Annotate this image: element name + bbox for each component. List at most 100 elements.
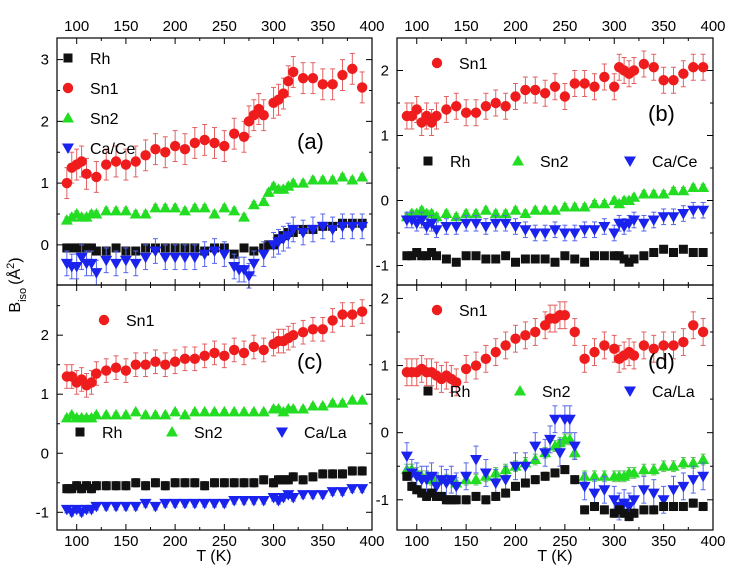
data-point xyxy=(560,251,570,261)
data-point xyxy=(326,487,339,498)
data-point xyxy=(283,475,293,485)
data-point xyxy=(415,215,428,226)
data-point xyxy=(91,171,102,183)
data-point xyxy=(519,225,532,236)
data-point xyxy=(70,504,83,516)
data-point xyxy=(649,505,659,515)
data-point xyxy=(62,243,72,253)
data-point xyxy=(139,408,152,420)
data-point xyxy=(500,340,511,351)
data-point xyxy=(219,478,229,488)
data-point xyxy=(188,498,201,510)
data-point xyxy=(77,484,87,494)
data-point xyxy=(239,478,249,488)
data-point xyxy=(410,471,423,483)
data-point xyxy=(430,481,443,493)
data-point xyxy=(238,211,251,222)
data-point xyxy=(520,478,530,488)
data-point xyxy=(130,359,141,370)
legend-marker xyxy=(63,53,73,63)
data-point xyxy=(510,333,521,344)
data-point xyxy=(306,224,319,236)
data-point xyxy=(540,471,550,481)
data-point xyxy=(619,254,629,264)
data-point xyxy=(356,484,369,495)
data-point xyxy=(120,159,132,170)
data-point xyxy=(405,468,418,479)
data-point xyxy=(529,441,542,453)
data-point xyxy=(287,177,300,188)
data-point xyxy=(422,491,432,501)
series-sn2 xyxy=(60,394,369,423)
panel-label: (d) xyxy=(648,349,675,374)
data-point xyxy=(75,252,88,264)
data-point xyxy=(149,201,162,213)
data-point xyxy=(431,110,442,122)
data-point xyxy=(209,137,220,149)
data-point xyxy=(82,243,92,253)
data-point xyxy=(441,254,451,264)
data-point xyxy=(445,475,458,486)
data-point xyxy=(578,225,591,236)
data-point xyxy=(218,249,231,261)
data-point xyxy=(347,309,358,320)
data-point xyxy=(178,204,191,216)
data-point xyxy=(198,498,211,510)
data-point xyxy=(425,218,438,230)
data-point xyxy=(677,481,690,493)
x-tick-label-top: 150 xyxy=(113,18,138,35)
x-tick-label: 400 xyxy=(700,533,725,550)
data-point xyxy=(624,512,634,522)
x-tick-label: 400 xyxy=(359,533,384,550)
data-point xyxy=(149,246,162,258)
data-point xyxy=(647,463,660,475)
data-point xyxy=(247,198,260,210)
data-point xyxy=(687,456,700,468)
data-point xyxy=(199,134,210,146)
y-tick-label: 3 xyxy=(41,52,49,69)
data-point xyxy=(599,340,610,351)
series-ca xyxy=(400,405,710,521)
data-point xyxy=(499,207,512,218)
data-point xyxy=(288,472,298,482)
data-point xyxy=(520,330,531,341)
data-point xyxy=(169,405,182,417)
data-point xyxy=(609,508,619,518)
legend-label: Ca/Ce xyxy=(652,154,697,171)
data-point xyxy=(159,252,172,264)
data-point xyxy=(159,408,172,420)
data-point xyxy=(569,326,580,338)
x-tick-label-top: 100 xyxy=(404,18,429,35)
data-point xyxy=(698,502,708,512)
data-point xyxy=(198,405,211,417)
data-point xyxy=(228,495,241,507)
data-point xyxy=(60,504,73,516)
data-point xyxy=(530,326,541,338)
data-point xyxy=(356,221,369,233)
data-point xyxy=(219,350,230,362)
data-point xyxy=(501,488,511,498)
data-point xyxy=(228,344,240,356)
data-point xyxy=(510,91,521,102)
data-point xyxy=(667,184,680,196)
data-point xyxy=(149,408,162,420)
data-point xyxy=(262,186,275,197)
y-tick-label: 0 xyxy=(41,237,49,254)
data-point xyxy=(60,214,73,225)
data-point xyxy=(188,201,201,213)
data-point xyxy=(336,221,349,233)
data-point xyxy=(110,408,123,420)
data-point xyxy=(150,356,161,367)
legend-label: Sn2 xyxy=(194,425,223,442)
data-point xyxy=(687,205,700,217)
data-point xyxy=(298,475,308,485)
data-point xyxy=(698,248,708,257)
series-sn1 xyxy=(61,52,368,200)
legend-marker xyxy=(423,156,433,166)
data-point xyxy=(669,502,678,512)
data-point xyxy=(678,502,688,512)
legend-marker xyxy=(624,386,636,397)
panel-label: (c) xyxy=(297,349,323,374)
data-point xyxy=(629,254,639,264)
